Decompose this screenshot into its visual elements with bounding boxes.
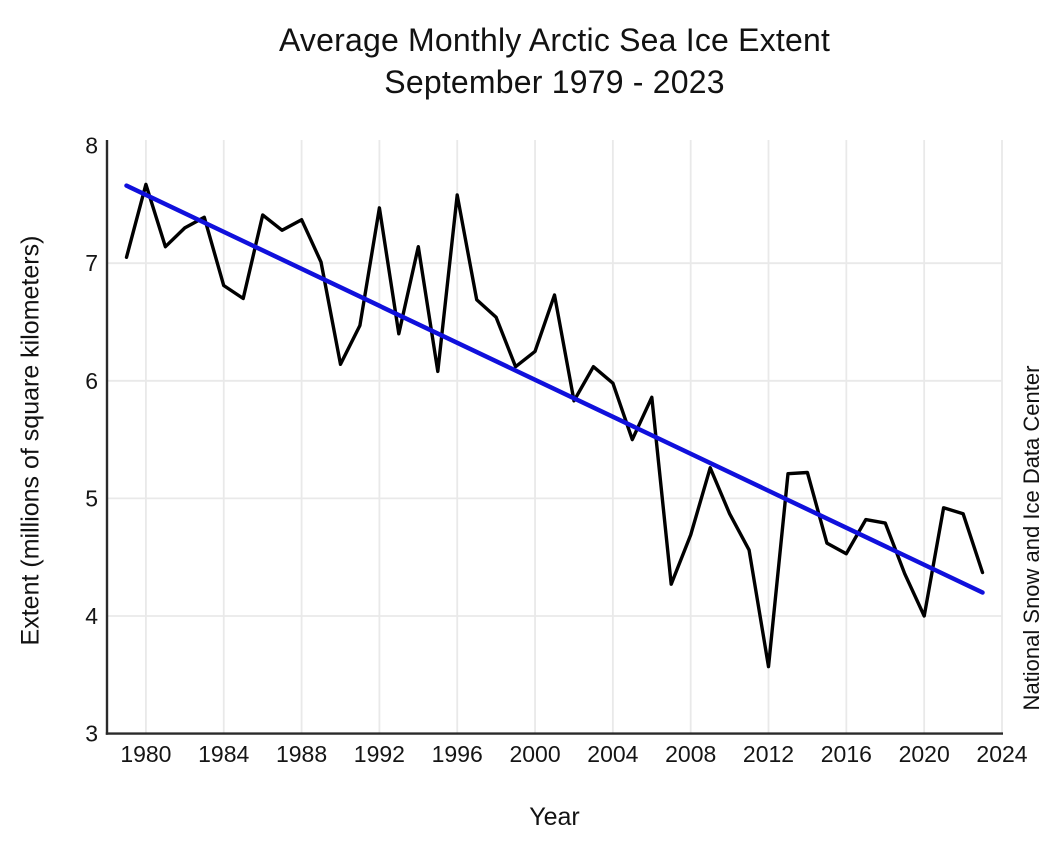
x-tick-label: 1984	[198, 741, 249, 767]
x-tick-label: 2012	[743, 741, 794, 767]
chart-title: Average Monthly Arctic Sea Ice Extent Se…	[107, 19, 1002, 103]
observed-extent-line	[124, 182, 985, 669]
trend-line	[124, 183, 985, 595]
x-tick-label: 2024	[976, 741, 1027, 767]
source-label: National Snow and Ice Data Center	[1019, 365, 1044, 711]
chart-title-line1: Average Monthly Arctic Sea Ice Extent	[278, 22, 831, 58]
y-tick-label: 5	[85, 485, 98, 511]
x-tick-label: 1992	[354, 741, 405, 767]
y-tick-label: 8	[85, 133, 98, 159]
x-tick-label: 1980	[120, 741, 171, 767]
x-tick-label: 2008	[665, 741, 716, 767]
chart-title-line2: September 1979 - 2023	[384, 64, 725, 100]
x-tick-label: 2000	[509, 741, 560, 767]
x-tick-label: 2016	[821, 741, 872, 767]
y-axis-label: Extent (millions of square kilometers)	[16, 235, 45, 646]
y-tick-label: 6	[85, 368, 98, 394]
y-tick-label: 4	[85, 603, 98, 629]
x-tick-label: 1996	[432, 741, 483, 767]
y-tick-label: 7	[85, 250, 98, 276]
y-tick-label: 3	[85, 721, 98, 747]
x-tick-label: 2004	[587, 741, 638, 767]
x-tick-label: 1988	[276, 741, 327, 767]
x-axis-label: Year	[529, 803, 580, 831]
x-tick-label: 2020	[899, 741, 950, 767]
